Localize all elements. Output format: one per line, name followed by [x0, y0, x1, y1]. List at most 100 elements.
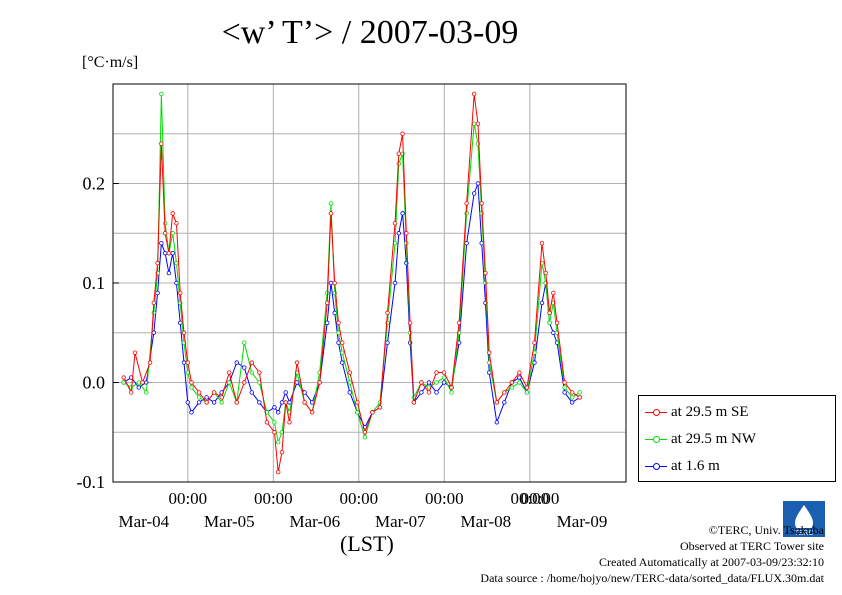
data-point-0 — [196, 390, 202, 395]
data-point-2 — [159, 240, 164, 246]
data-point-0 — [475, 121, 481, 126]
data-point-0 — [370, 410, 375, 415]
data-point-2 — [279, 400, 285, 405]
data-point-0 — [524, 385, 530, 390]
data-point-1 — [136, 380, 141, 385]
data-point-2 — [551, 330, 556, 335]
data-point-2 — [234, 360, 239, 365]
data-point-2 — [257, 400, 262, 405]
data-point-2 — [332, 310, 337, 316]
data-point-0 — [494, 400, 499, 405]
data-point-0 — [140, 380, 145, 385]
data-point-0 — [294, 360, 300, 365]
data-point-1 — [242, 340, 247, 345]
data-point-0 — [189, 380, 194, 385]
data-point-2 — [502, 400, 507, 405]
data-point-1 — [144, 390, 149, 395]
data-point-1 — [362, 435, 368, 440]
logo-text: TERC — [794, 530, 813, 537]
data-point-0 — [419, 380, 424, 385]
data-point-1 — [174, 260, 179, 266]
created-text: Created Automatically at 2007-03-09/23:3… — [599, 555, 824, 569]
data-point-2 — [400, 211, 405, 216]
data-point-0 — [551, 290, 556, 296]
data-point-0 — [569, 390, 575, 395]
data-point-0 — [151, 300, 157, 306]
data-point-2 — [396, 231, 401, 236]
data-point-0 — [159, 141, 164, 146]
data-point-0 — [377, 405, 383, 410]
data-point-0 — [166, 250, 172, 256]
data-point-0 — [283, 400, 288, 405]
data-point-2 — [328, 280, 334, 286]
data-point-2 — [242, 365, 247, 370]
data-point-2 — [475, 181, 481, 186]
data-point-0 — [562, 380, 567, 385]
data-point-0 — [324, 300, 330, 306]
data-point-2 — [464, 240, 469, 246]
y-tick-label: 0.2 — [83, 174, 106, 194]
data-point-2 — [324, 320, 330, 325]
data-point-0 — [554, 320, 560, 325]
data-point-0 — [272, 430, 277, 435]
data-point-0 — [483, 270, 488, 276]
data-point-2 — [347, 390, 353, 395]
data-point-0 — [185, 360, 190, 365]
data-point-2 — [385, 340, 390, 345]
data-point-0 — [347, 370, 353, 375]
data-point-2 — [392, 280, 398, 286]
data-point-0 — [509, 380, 515, 385]
data-point-0 — [441, 370, 447, 375]
data-point-0 — [317, 380, 322, 385]
data-point-0 — [577, 395, 582, 400]
series-line-1 — [123, 93, 580, 445]
data-point-0 — [174, 221, 179, 226]
data-point-2 — [340, 360, 345, 365]
data-point-0 — [434, 370, 439, 375]
data-point-0 — [517, 370, 522, 375]
data-point-0 — [204, 400, 209, 405]
legend-item-se: at 29.5 m SE — [645, 402, 749, 422]
data-point-1 — [275, 440, 281, 445]
data-point-0 — [385, 310, 390, 316]
data-point-0 — [257, 370, 262, 375]
data-point-1 — [355, 410, 360, 415]
data-point-2 — [178, 320, 183, 325]
data-point-1 — [517, 380, 522, 385]
data-point-1 — [434, 380, 439, 385]
data-point-0 — [162, 231, 168, 236]
data-point-0 — [392, 221, 398, 226]
data-point-0 — [155, 260, 160, 266]
data-point-0 — [328, 211, 334, 216]
data-point-2 — [136, 385, 141, 390]
data-point-0 — [487, 350, 492, 355]
credits: ©TERC, Univ. Tsukuba Observed at TERC To… — [480, 522, 824, 586]
legend-label-nw: at 29.5 m NW — [671, 430, 756, 447]
x-tick-date-label: Mar-09 — [557, 512, 608, 531]
data-point-1 — [441, 375, 447, 380]
data-point-0 — [502, 390, 507, 395]
legend-swatch-se — [645, 407, 667, 417]
data-point-1 — [471, 121, 477, 126]
y-axis-unit-label: [°C·m/s] — [82, 54, 139, 71]
data-point-2 — [196, 400, 202, 405]
data-point-0 — [332, 280, 337, 286]
data-point-0 — [129, 390, 134, 395]
data-point-2 — [211, 400, 217, 405]
data-point-2 — [494, 420, 499, 425]
data-point-1 — [272, 420, 277, 425]
data-point-1 — [569, 395, 575, 400]
data-point-2 — [471, 191, 477, 196]
data-point-2 — [539, 300, 545, 306]
legend-label-1-6m: at 1.6 m — [671, 457, 720, 474]
data-point-0 — [264, 420, 270, 425]
data-point-0 — [449, 385, 454, 390]
data-point-0 — [543, 270, 548, 276]
data-point-2 — [189, 410, 194, 415]
data-point-1 — [249, 370, 255, 375]
data-point-0 — [227, 370, 232, 375]
data-point-0 — [404, 231, 409, 236]
chart-title: <w’ T’> / 2007-03-09 — [221, 14, 519, 51]
legend-swatch-nw — [645, 434, 667, 444]
